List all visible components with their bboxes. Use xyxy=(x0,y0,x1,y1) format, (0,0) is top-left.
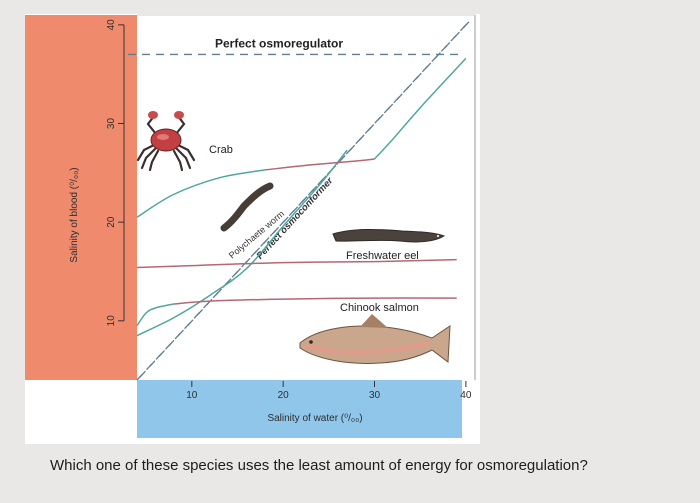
series-line-polychaete-worm xyxy=(136,149,348,337)
y-axis-label: Salinity of blood (⁰/₀₀) xyxy=(69,167,80,262)
series-line-crab-conformer xyxy=(373,57,467,160)
series-line-chinook-salmon xyxy=(136,303,174,327)
series-label-crab: Crab xyxy=(209,144,233,156)
osmoregulation-chart: Salinity of blood (⁰/₀₀) Salinity of wat… xyxy=(25,14,480,444)
series-label-freshwater-eel: Freshwater eel xyxy=(346,250,419,262)
y-tick-label-20: 20 xyxy=(106,216,117,228)
series-line-crab xyxy=(136,169,266,218)
x-tick-label-10: 10 xyxy=(186,390,198,401)
x-tick-label-30: 30 xyxy=(369,390,381,401)
series-line-freshwater-eel xyxy=(136,258,457,269)
y-tick-label-40: 40 xyxy=(106,19,117,31)
question-text: Which one of these species uses the leas… xyxy=(50,457,588,474)
series-line-chinook-salmon-regulated xyxy=(173,297,457,305)
y-tick-label-30: 30 xyxy=(106,118,117,130)
y-axis-band xyxy=(25,15,137,380)
worm-icon xyxy=(220,182,274,232)
series-curves xyxy=(136,57,467,337)
eel-icon xyxy=(332,228,446,243)
perfect-osmoconformer-line-outer xyxy=(139,21,470,378)
series-line-crab-regulated xyxy=(264,158,375,171)
x-tick-label-40: 40 xyxy=(460,390,472,401)
x-axis-band xyxy=(137,380,462,438)
series-label-chinook-salmon: Chinook salmon xyxy=(340,302,419,314)
crab-icon xyxy=(136,111,196,172)
perfect-osmoconformer-line xyxy=(136,24,467,381)
x-tick-label-20: 20 xyxy=(278,390,290,401)
perfect-osmoregulator-label: Perfect osmoregulator xyxy=(215,36,343,50)
salmon-icon xyxy=(299,314,451,364)
y-ticks: 10 20 30 40 xyxy=(106,19,125,327)
x-axis-label: Salinity of water (⁰/₀₀) xyxy=(267,413,362,424)
y-tick-label-10: 10 xyxy=(106,315,117,327)
x-ticks: 10 20 30 40 xyxy=(186,381,472,401)
